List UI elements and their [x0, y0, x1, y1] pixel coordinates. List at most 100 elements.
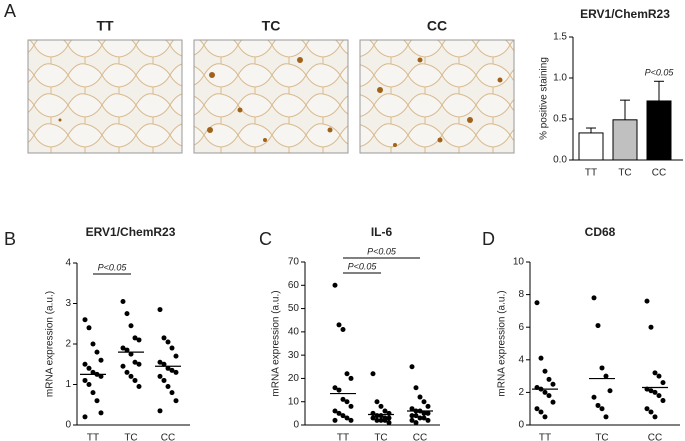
data-point: [378, 403, 384, 409]
y-tick-label: 2: [518, 387, 524, 398]
chart-title: IL-6: [371, 225, 393, 239]
panel-label: A: [4, 1, 16, 21]
data-point: [542, 389, 548, 395]
y-tick-label: 0.5: [553, 114, 567, 125]
y-tick-label: 70: [288, 257, 300, 268]
data-point: [417, 394, 423, 400]
data-point: [132, 335, 138, 341]
y-axis-label: mRNA expression (a.u.): [271, 290, 282, 396]
data-point: [652, 414, 658, 420]
data-point: [413, 420, 419, 426]
data-point: [382, 417, 388, 423]
data-point: [382, 408, 388, 414]
annotation: P<0.05: [348, 261, 378, 271]
data-point: [595, 323, 601, 329]
data-point: [132, 359, 138, 365]
data-point: [599, 406, 605, 412]
data-point: [340, 413, 346, 419]
y-tick-label: 40: [288, 326, 300, 337]
y-tick-label: 0: [518, 420, 524, 431]
data-point: [386, 415, 392, 421]
data-point: [648, 409, 654, 415]
y-tick-label: 10: [513, 257, 525, 268]
data-point: [157, 373, 163, 379]
y-tick-label: 1.5: [553, 32, 567, 43]
data-point: [136, 337, 142, 343]
data-point: [132, 377, 138, 383]
data-point: [94, 398, 100, 404]
x-tick-label: TC: [124, 433, 137, 441]
data-point: [120, 345, 126, 351]
data-point: [161, 361, 167, 367]
y-tick-label: 4: [65, 258, 71, 269]
data-point: [98, 410, 104, 416]
stained-cells: [58, 57, 503, 147]
data-point: [652, 370, 658, 376]
data-point: [644, 406, 650, 412]
image-label: CC: [427, 18, 447, 34]
data-point: [344, 371, 350, 377]
data-point: [421, 410, 427, 416]
data-point: [534, 406, 540, 412]
x-tick-label: TT: [585, 168, 597, 179]
data-point: [169, 390, 175, 396]
data-point: [603, 373, 609, 379]
data-point: [550, 381, 556, 387]
data-point: [660, 398, 666, 404]
x-tick-label: TT: [539, 433, 551, 441]
data-point: [165, 339, 171, 345]
data-point: [161, 377, 167, 383]
data-point: [386, 420, 392, 426]
data-point: [546, 376, 552, 382]
x-tick-label: TC: [618, 168, 631, 179]
data-point: [374, 399, 380, 405]
data-point: [336, 410, 342, 416]
y-tick-label: 6: [518, 322, 524, 333]
chart-title: ERV1/ChemR23: [86, 225, 176, 239]
data-point: [332, 385, 338, 391]
data-point: [332, 408, 338, 414]
annotation: P<0.05: [645, 68, 675, 78]
y-tick-label: 1: [65, 379, 71, 390]
data-point: [542, 414, 548, 420]
data-point: [136, 384, 142, 390]
data-point: [173, 369, 179, 375]
data-point: [124, 311, 130, 317]
data-point: [90, 390, 96, 396]
data-point: [340, 327, 346, 333]
data-point: [169, 345, 175, 351]
data-point: [370, 371, 376, 377]
data-point: [550, 399, 556, 405]
x-tick-label: TC: [374, 433, 387, 441]
data-point: [161, 335, 167, 341]
data-point: [538, 409, 544, 415]
data-point: [409, 364, 415, 370]
data-point: [417, 415, 423, 421]
data-point: [591, 295, 597, 301]
data-point: [591, 394, 597, 400]
panel-label: D: [482, 229, 495, 249]
histology-image: [193, 39, 349, 154]
y-tick-label: 4: [518, 354, 524, 365]
data-point: [86, 382, 92, 387]
chart-title: ERV1/ChemR23: [580, 7, 670, 21]
data-point: [656, 393, 662, 399]
data-point: [374, 417, 380, 423]
data-point: [82, 361, 88, 367]
data-point: [98, 373, 104, 379]
data-point: [348, 375, 354, 381]
data-point: [336, 322, 342, 328]
data-point: [370, 415, 376, 421]
data-point: [413, 385, 419, 391]
data-point: [607, 388, 613, 394]
data-point: [603, 414, 609, 420]
data-point: [546, 393, 552, 399]
y-tick-label: 20: [288, 373, 300, 384]
data-point: [157, 307, 163, 313]
data-point: [409, 413, 415, 419]
data-point: [599, 365, 605, 371]
data-point: [421, 399, 427, 405]
data-point: [660, 380, 666, 386]
data-point: [86, 365, 92, 371]
data-point: [120, 363, 126, 369]
